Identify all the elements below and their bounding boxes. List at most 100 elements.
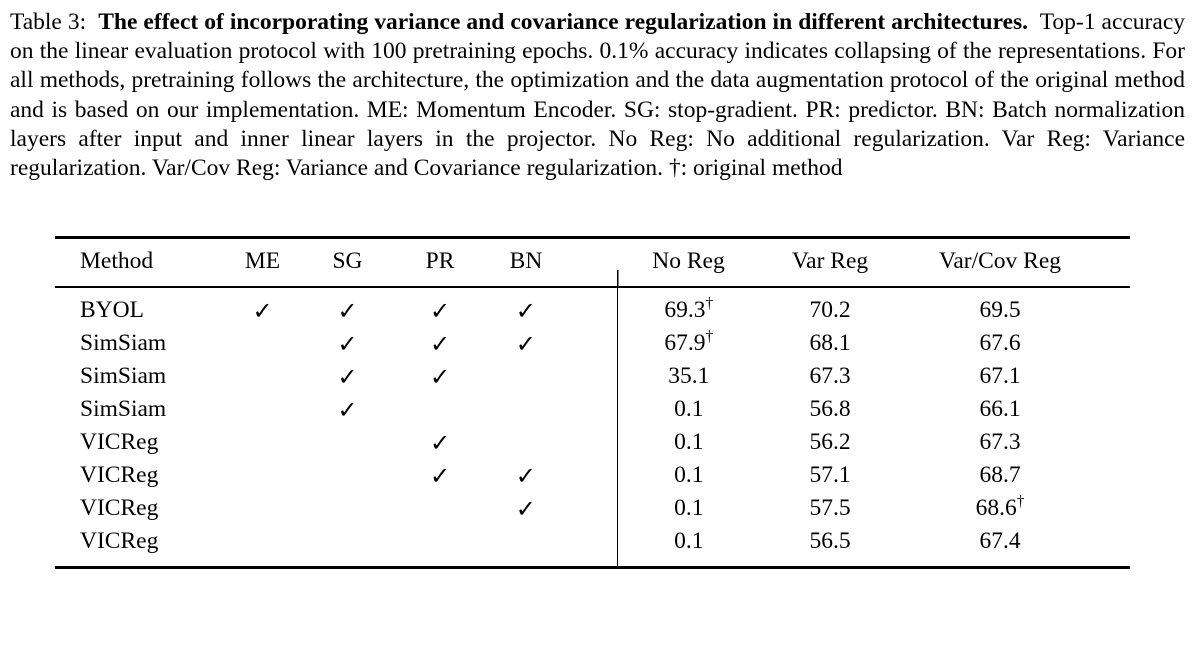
accuracy-value: 68.6: [975, 495, 1017, 522]
method-cell: VICReg: [80, 462, 159, 489]
original-method-dagger-icon: †: [705, 328, 714, 346]
var-cov-reg-value-cell: 68.6†: [900, 492, 1130, 525]
results-table: Method ME SG PR BN No Reg Var Reg Var/Co…: [55, 236, 1130, 570]
method-cell: SimSiam: [80, 330, 167, 357]
column-header-method: Method: [80, 248, 154, 275]
bn-check-checkmark-icon: ✓: [515, 494, 536, 523]
me-check-empty: [230, 459, 295, 492]
no-reg-value-cell: 0.1: [616, 459, 760, 493]
accuracy-value: 67.9: [664, 330, 706, 357]
var-cov-reg-value-cell: 69.5: [900, 287, 1130, 327]
accuracy-value: 67.3: [809, 363, 851, 390]
table-row: VICReg 0.1 56.5 67.4: [55, 525, 1130, 568]
table-body: BYOL ✓ ✓ ✓ ✓ 69.3† 70.2 69.5 SimSiam ✓ ✓ ✓ 67.9† 68.1…: [55, 287, 1130, 568]
accuracy-value: 56.2: [809, 429, 851, 456]
caption-bold-title: The effect of incorporating variance and…: [98, 9, 1029, 35]
accuracy-value: 68.1: [809, 330, 851, 357]
var-reg-value-cell: 56.2: [760, 426, 900, 459]
pr-check-checkmark-icon: ✓: [429, 461, 451, 490]
no-reg-value-cell: 0.1: [616, 426, 760, 460]
bn-check-checkmark-icon: ✓: [515, 329, 536, 358]
bn-check-empty: [480, 393, 617, 426]
me-check-empty: [230, 525, 295, 568]
var-cov-reg-value-cell: 67.4: [900, 525, 1130, 568]
pr-check-checkmark-icon: ✓: [429, 428, 451, 457]
caption-body-text: Top-1 accuracy on the linear evaluation …: [10, 9, 1185, 182]
me-check-empty: [230, 360, 295, 393]
accuracy-value: 57.1: [809, 462, 851, 489]
table-row: VICReg ✓ ✓ 0.1 57.1 68.7: [55, 459, 1130, 493]
no-reg-value-cell: 67.9†: [616, 327, 760, 361]
accuracy-value: 0.1: [674, 528, 704, 555]
accuracy-value: 68.7: [979, 462, 1021, 489]
var-cov-reg-value-cell: 67.1: [900, 360, 1130, 393]
me-check-empty: [230, 393, 295, 426]
sg-check-empty: [295, 459, 400, 492]
paper-page: Table 3: The effect of incorporating var…: [10, 8, 1185, 570]
accuracy-value: 66.1: [979, 396, 1021, 423]
accuracy-value: 57.5: [809, 495, 851, 522]
table-row: SimSiam ✓ ✓ 35.1 67.3 67.1: [55, 360, 1130, 394]
no-reg-value-cell: 35.1: [616, 360, 760, 394]
method-cell: BYOL: [80, 297, 144, 324]
var-reg-value-cell: 57.5: [760, 492, 900, 525]
table-row: BYOL ✓ ✓ ✓ ✓ 69.3† 70.2 69.5: [55, 287, 1130, 328]
original-method-dagger-icon: †: [1016, 493, 1025, 511]
var-reg-value-cell: 67.3: [760, 360, 900, 393]
accuracy-value: 0.1: [674, 396, 704, 423]
column-header-var-cov-reg: Var/Cov Reg: [938, 248, 1062, 275]
accuracy-value: 69.5: [979, 297, 1021, 324]
method-cell: VICReg: [80, 429, 159, 456]
accuracy-value: 35.1: [668, 363, 710, 390]
column-header-sg: SG: [332, 248, 363, 275]
table-row: SimSiam ✓ 0.1 56.8 66.1: [55, 393, 1130, 427]
table-header: Method ME SG PR BN No Reg Var Reg Var/Co…: [55, 237, 1130, 288]
no-reg-value-cell: 0.1: [616, 393, 760, 427]
no-reg-value-cell: 0.1: [616, 525, 760, 568]
var-cov-reg-value-cell: 66.1: [900, 393, 1130, 426]
bn-check-checkmark-icon: ✓: [515, 296, 536, 325]
table-row: SimSiam ✓ ✓ ✓ 67.9† 68.1 67.6: [55, 327, 1130, 361]
sg-check-empty: [295, 426, 400, 459]
var-reg-value-cell: 57.1: [760, 459, 900, 492]
header-row: Method ME SG PR BN No Reg Var Reg Var/Co…: [55, 237, 1130, 288]
pr-check-checkmark-icon: ✓: [429, 296, 451, 325]
me-check-empty: [230, 426, 295, 459]
accuracy-value: 67.3: [979, 429, 1021, 456]
pr-check-empty: [400, 393, 480, 426]
sg-check-checkmark-icon: ✓: [337, 395, 358, 424]
sg-check-empty: [295, 525, 400, 568]
accuracy-value: 70.2: [809, 297, 851, 324]
me-check-checkmark-icon: ✓: [252, 296, 273, 325]
method-cell: VICReg: [80, 528, 159, 555]
bn-check-checkmark-icon: ✓: [515, 461, 536, 490]
table-caption: Table 3: The effect of incorporating var…: [10, 8, 1185, 183]
var-cov-reg-value-cell: 67.6: [900, 327, 1130, 360]
me-check-empty: [230, 492, 295, 525]
pr-check-checkmark-icon: ✓: [429, 329, 451, 358]
column-header-bn: BN: [509, 248, 543, 275]
bn-check-empty: [480, 360, 617, 393]
table-row: VICReg ✓ 0.1 57.5 68.6†: [55, 492, 1130, 526]
accuracy-value: 0.1: [674, 462, 704, 489]
accuracy-value: 67.1: [979, 363, 1021, 390]
column-header-me: ME: [244, 248, 281, 275]
var-reg-value-cell: 70.2: [760, 287, 900, 327]
method-cell: VICReg: [80, 495, 159, 522]
accuracy-value: 67.4: [979, 528, 1021, 555]
pr-check-empty: [400, 492, 480, 525]
var-reg-value-cell: 56.8: [760, 393, 900, 426]
var-reg-value-cell: 68.1: [760, 327, 900, 360]
method-cell: SimSiam: [80, 396, 167, 423]
results-table-container: Method ME SG PR BN No Reg Var Reg Var/Co…: [10, 236, 1185, 570]
sg-check-empty: [295, 492, 400, 525]
var-reg-value-cell: 56.5: [760, 525, 900, 568]
pr-check-empty: [400, 525, 480, 568]
accuracy-value: 67.6: [979, 330, 1021, 357]
accuracy-value: 56.8: [809, 396, 851, 423]
method-cell: SimSiam: [80, 363, 167, 390]
sg-check-checkmark-icon: ✓: [337, 362, 358, 391]
var-cov-reg-value-cell: 67.3: [900, 426, 1130, 459]
sg-check-checkmark-icon: ✓: [337, 329, 358, 358]
caption-label: Table 3:: [10, 9, 87, 35]
